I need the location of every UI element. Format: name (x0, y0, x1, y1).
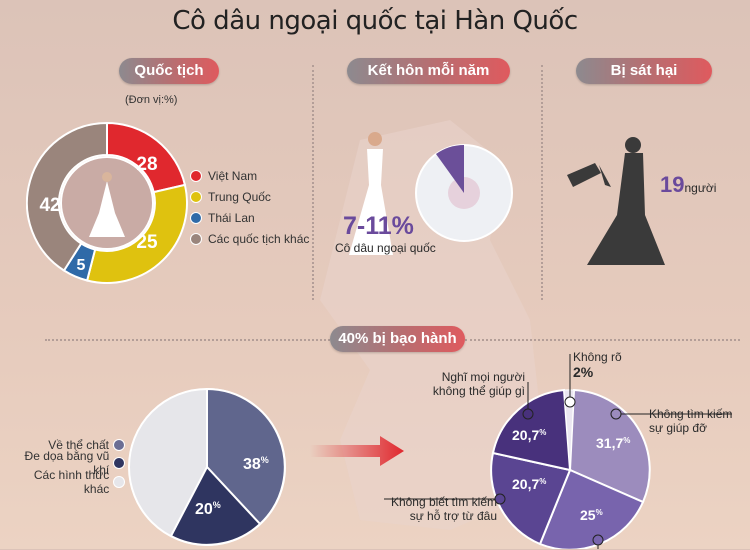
section-pill-killed: Bị sát hại (576, 58, 712, 84)
victim-silhouette-icon (567, 137, 665, 265)
legend-swatch (190, 169, 202, 182)
callout-no-know: Không biết tìm kiếm sự hỗ trợ từ đâu (390, 495, 497, 523)
svg-text:42: 42 (39, 195, 60, 216)
divider (465, 339, 740, 341)
legend-item: Các quốc tịch khác (190, 228, 309, 249)
help-seeking-pie-chart: 31,7% 25% 20,7% 20,7% (490, 388, 651, 549)
legend-item: Trung Quốc (190, 186, 309, 207)
unit-label: (Đơn vị:%) (125, 94, 178, 106)
callout-no-help: Nghĩ mọi người không thể giúp gì (432, 370, 525, 398)
killed-count: 19người (660, 172, 717, 197)
callout-lines (384, 354, 732, 549)
callout-unknown: Không rõ 2% (573, 350, 622, 380)
marriage-percent: 7-11% (343, 212, 414, 240)
legend-swatch (190, 211, 202, 224)
section-pill-marriage: Kết hôn mỗi năm (347, 58, 510, 84)
arrow-right-icon (310, 436, 404, 466)
svg-text:28: 28 (136, 154, 157, 175)
svg-text:5: 5 (77, 257, 86, 274)
svg-text:38%: 38% (243, 455, 269, 473)
legend-swatch (113, 457, 125, 469)
divider (312, 65, 314, 300)
legend-swatch (113, 438, 125, 451)
marriage-caption: Cô dâu ngoại quốc (335, 241, 436, 255)
nationality-legend: Việt Nam Trung Quốc Thái Lan Các quốc tị… (190, 165, 309, 249)
legend-item: Về thể chất (8, 434, 125, 455)
legend-item: Các hình thức khác (8, 468, 125, 496)
legend-swatch (190, 190, 202, 203)
legend-swatch (190, 232, 202, 245)
bride-illustration-icon (349, 132, 393, 255)
divider (541, 65, 543, 300)
legend-item: Thái Lan (190, 207, 309, 228)
legend-item: Đe dọa bằng vũ khí (8, 449, 125, 477)
svg-text:31,7%: 31,7% (596, 435, 630, 451)
section-pill-abuse: 40% bị bạo hành (330, 326, 465, 352)
legend-item: Việt Nam (190, 165, 309, 186)
section-pill-nationality: Quốc tịch (119, 58, 219, 84)
korean-flag-pie-chart (415, 144, 513, 242)
svg-text:25%: 25% (580, 507, 603, 523)
abuse-legend: Về thể chất Đe dọa bằng vũ khí Các hình … (8, 434, 125, 496)
page-title: Cô dâu ngoại quốc tại Hàn Quốc (172, 6, 578, 36)
svg-text:25: 25 (136, 232, 158, 253)
svg-text:20%: 20% (195, 500, 221, 518)
svg-text:20,7%: 20,7% (512, 476, 546, 492)
svg-text:20,7%: 20,7% (512, 427, 546, 443)
legend-swatch (113, 475, 125, 488)
nationality-donut-chart: 28 25 5 42 (26, 122, 188, 284)
divider (45, 339, 330, 341)
abuse-pie-chart: 38% 20% (128, 388, 286, 546)
callout-no-seek: Không tìm kiếm sự giúp đỡ (649, 407, 733, 435)
